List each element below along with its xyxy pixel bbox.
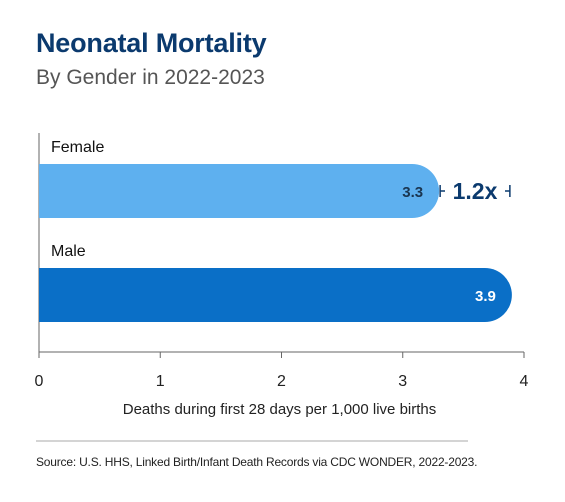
- category-label: Male: [51, 243, 86, 260]
- x-axis-label: Deaths during first 28 days per 1,000 li…: [123, 401, 437, 418]
- chart-title: Neonatal Mortality: [36, 28, 267, 58]
- source-note: Source: U.S. HHS, Linked Birth/Infant De…: [36, 455, 478, 469]
- chart-subtitle: By Gender in 2022-2023: [36, 66, 265, 89]
- annotation-label: 1.2x: [453, 178, 498, 204]
- x-tick-label: 2: [277, 373, 286, 390]
- category-label: Female: [51, 139, 104, 156]
- bar-female: [39, 164, 440, 218]
- bar-value-label: 3.9: [475, 288, 496, 305]
- bar-male: [39, 268, 512, 322]
- x-tick-label: 0: [35, 373, 44, 390]
- x-tick-label: 3: [398, 373, 407, 390]
- x-tick-label: 1: [156, 373, 165, 390]
- bar-value-label: 3.3: [402, 184, 423, 201]
- x-tick-label: 4: [520, 373, 529, 390]
- bar-chart: 0 1 2 3 4 Deaths during first 28 days per 1,0…: [35, 133, 529, 418]
